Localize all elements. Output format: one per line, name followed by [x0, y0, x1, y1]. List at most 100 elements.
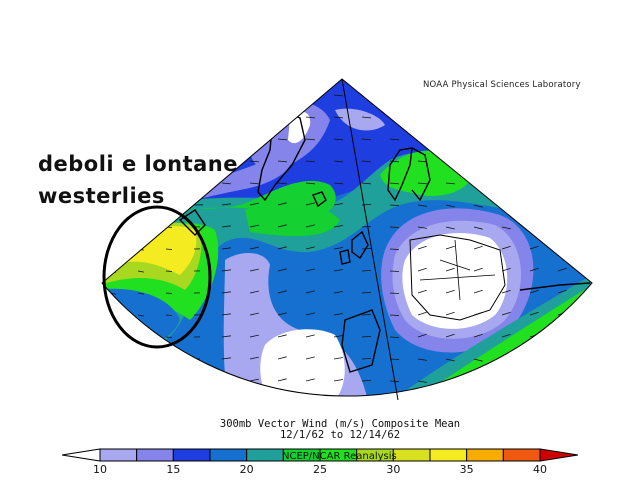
- wind-vector: [445, 311, 455, 316]
- wind-vector: [333, 269, 343, 272]
- wind-vector: [529, 182, 540, 185]
- wind-vector: [277, 356, 287, 360]
- wind-vector: [305, 246, 315, 250]
- map-title: 300mb Vector Wind (m/s) Composite Mean: [219, 418, 461, 430]
- colorbar-bin-8: [392, 448, 431, 462]
- wind-vector: [557, 116, 568, 119]
- wind-vector: [361, 336, 372, 338]
- wind-vector: [473, 245, 483, 250]
- wind-vector: [473, 160, 484, 163]
- wind-vector: [305, 312, 315, 316]
- wind-vector: [305, 160, 316, 163]
- wind-vector: [445, 289, 455, 294]
- wind-vector: [529, 267, 539, 272]
- wind-vector: [585, 138, 592, 141]
- map-border: [101, 78, 593, 397]
- wind-vector: [221, 138, 232, 141]
- map-date-range: 12/1/62 to 12/14/62: [279, 429, 401, 441]
- colorbar-bin-4: [246, 448, 284, 462]
- wind-vector: [333, 94, 344, 97]
- annotation-line-2: westerlies: [38, 184, 165, 208]
- wind-vector: [585, 182, 592, 185]
- wind-vector: [417, 160, 428, 163]
- colorbar-bin-3: [209, 448, 248, 462]
- wind-vector: [501, 94, 512, 97]
- wind-vector: [473, 267, 483, 272]
- wind-vector: [137, 358, 144, 361]
- wind-vector: [557, 160, 568, 163]
- wind-vector: [221, 313, 231, 316]
- wind-vector: [501, 245, 511, 250]
- wind-vector: [333, 379, 343, 382]
- wind-vector: [417, 204, 427, 207]
- wind-vector: [501, 182, 512, 185]
- wind-vector: [249, 268, 259, 272]
- wind-vector: [165, 204, 176, 207]
- wind-vector: [529, 245, 539, 250]
- wind-vector: [473, 138, 484, 141]
- wind-vector: [445, 333, 455, 338]
- wind-vector: [361, 248, 372, 250]
- wind-vector: [221, 335, 231, 338]
- wind-vector: [249, 182, 260, 185]
- wind-vector: [361, 138, 372, 141]
- wind-vector: [445, 116, 456, 119]
- colorbar-tick-label: 35: [460, 463, 474, 476]
- wind-vector: [361, 270, 372, 272]
- wind-vector: [389, 358, 400, 360]
- wind-vector: [445, 204, 455, 208]
- highlight-ellipse: [102, 205, 212, 349]
- wind-vector: [137, 292, 144, 295]
- wind-vector: [249, 160, 260, 163]
- wind-vector: [417, 333, 427, 338]
- colorbar-bin-0: [99, 448, 138, 462]
- wind-vector: [361, 380, 372, 382]
- wind-vector: [277, 182, 288, 185]
- wind-vector: [389, 270, 400, 272]
- wind-vector: [557, 267, 567, 272]
- wind-vector: [585, 357, 592, 360]
- wind-vector: [389, 314, 400, 316]
- wind-vector: [529, 289, 539, 294]
- wind-vector: [193, 116, 204, 119]
- wind-vector: [137, 314, 144, 317]
- wind-vector: [501, 358, 511, 362]
- wind-vector: [529, 204, 539, 207]
- colorbar-tick-label: 10: [93, 463, 107, 476]
- wind-vector: [417, 245, 427, 250]
- colorbar-bin-1: [136, 448, 174, 462]
- wind-vector: [473, 116, 484, 119]
- wind-vector: [277, 246, 287, 250]
- colorbar-bin-10: [466, 448, 504, 462]
- wind-vector: [445, 182, 456, 185]
- wind-vector: [249, 138, 260, 141]
- wind-vector: [333, 182, 344, 185]
- wind-vector: [529, 116, 540, 119]
- wind-vector: [445, 160, 456, 163]
- wind-vector: [109, 336, 116, 339]
- wind-vector: [221, 269, 231, 272]
- wind-vector: [585, 94, 592, 97]
- wind-vector: [249, 290, 259, 294]
- wind-vector: [109, 380, 116, 383]
- wind-vector: [585, 311, 592, 316]
- wind-vector: [221, 94, 232, 97]
- wind-vector: [389, 160, 400, 163]
- wind-vector: [333, 247, 343, 250]
- wind-vector: [193, 138, 204, 141]
- colorbar-under-arrow: [61, 448, 101, 462]
- wind-vector: [109, 138, 120, 141]
- wind-vector: [557, 245, 567, 250]
- wind-vector: [221, 247, 231, 250]
- wind-vector: [277, 312, 287, 316]
- wind-vector: [333, 291, 343, 294]
- wind-vector: [137, 336, 144, 339]
- wind-vector: [417, 289, 427, 294]
- wind-vector: [277, 224, 287, 228]
- wind-vector: [165, 314, 173, 316]
- wind-vector: [529, 358, 539, 361]
- wind-vector: [221, 225, 231, 228]
- wind-vector: [529, 380, 539, 383]
- wind-vector: [501, 226, 511, 230]
